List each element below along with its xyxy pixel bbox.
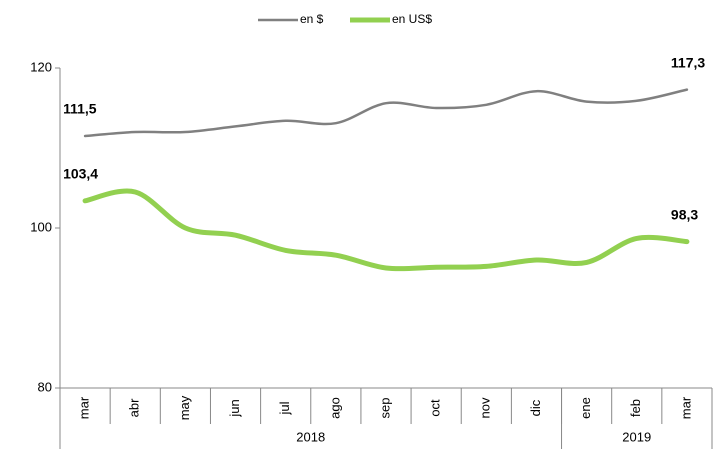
x-tick-label: jul	[277, 401, 292, 415]
data-label: 111,5	[63, 101, 97, 117]
y-tick-label: 80	[38, 379, 52, 394]
data-label: 103,4	[63, 166, 98, 182]
legend-label: en US$	[392, 12, 432, 26]
group-label: 2018	[296, 429, 325, 444]
data-label: 117,3	[671, 54, 705, 70]
y-tick-label: 120	[30, 59, 52, 74]
x-tick-label: feb	[628, 399, 643, 417]
line	[83, 88, 689, 138]
y-tick-label: 100	[30, 219, 52, 234]
x-tick-label: nov	[478, 397, 493, 418]
x-tick-label: dic	[528, 399, 543, 416]
x-tick-label: mar	[678, 396, 693, 419]
x-tick-label: ago	[327, 397, 342, 419]
data-label: 98,3	[671, 206, 698, 222]
legend-label: en $	[300, 12, 324, 26]
x-tick-label: may	[177, 395, 192, 420]
x-tick-label: ene	[578, 397, 593, 419]
group-label: 2019	[622, 429, 651, 444]
x-tick-label: abr	[127, 398, 142, 417]
x-tick-label: mar	[77, 396, 92, 419]
x-tick-label: sep	[377, 398, 392, 419]
line	[82, 188, 690, 272]
x-tick-label: oct	[428, 399, 443, 417]
x-tick-label: jun	[227, 399, 242, 417]
